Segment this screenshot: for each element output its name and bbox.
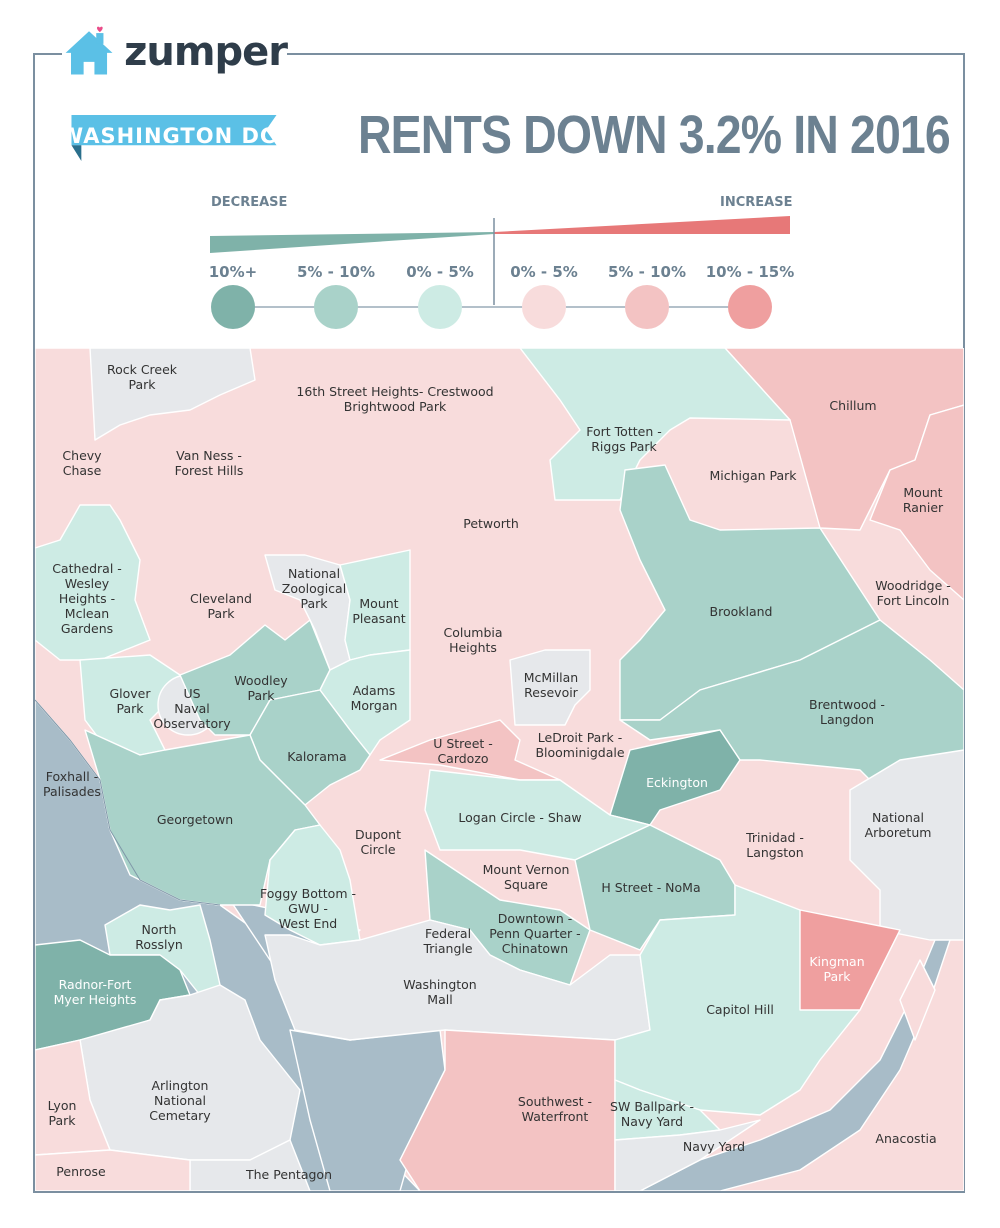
neighborhood-label: 16th Street Heights- Crestwood Brightwoo… (296, 384, 494, 414)
increase-wedge (494, 216, 790, 234)
neighborhood-label: Foxhall - Palisades (43, 769, 101, 799)
neighborhood-label: Petworth (463, 516, 519, 531)
neighborhood-label: Glover Park (109, 686, 151, 716)
neighborhood-label: The Pentagon (246, 1167, 332, 1182)
region-penrose (35, 1149, 191, 1191)
region-arboretum (849, 749, 964, 941)
legend-dot-5 (728, 285, 772, 329)
region-navy-yard (614, 1119, 761, 1191)
decrease-wedge (210, 232, 494, 253)
neighborhood-label: Adams Morgan (350, 683, 398, 713)
neighborhood-label: Radnor-Fort Myer Heights (53, 977, 137, 1007)
neighborhood-label: Federal Triangle (423, 926, 473, 956)
zumper-logo: zumper (62, 22, 288, 82)
region-kingman-park (799, 909, 901, 1011)
region-cathedral (35, 504, 151, 661)
region-u-street (379, 719, 561, 781)
city-banner (71, 115, 277, 161)
legend-increase-label: INCREASE (720, 195, 793, 210)
house-icon (65, 26, 113, 75)
legend-dot-2 (418, 285, 462, 329)
region-mount-ranier (869, 404, 964, 601)
neighborhood-label: Rock Creek Park (106, 362, 178, 392)
legend-range-label-2: 0% - 5% (406, 263, 474, 281)
neighborhood-label: North Rosslyn (135, 922, 183, 952)
neighborhood-label: Foggy Bottom - GWU - West End (260, 886, 356, 931)
region-glover-park (79, 654, 181, 756)
neighborhood-label: Eckington (646, 775, 708, 790)
region-rock-creek-park (89, 348, 256, 441)
neighborhood-label: US Naval Observatory (153, 686, 231, 731)
neighborhood-label: Fort Totten - Riggs Park (586, 424, 662, 454)
legend-range-label-4: 5% - 10% (607, 263, 687, 281)
neighborhood-label: National Arboretum (864, 810, 932, 840)
brand-name: zumper (124, 29, 288, 75)
neighborhood-label: Brookland (709, 604, 773, 619)
headline: RENTS DOWN 3.2% IN 2016 (358, 105, 951, 165)
legend-range-label-5: 10% - 15% (705, 263, 795, 281)
neighborhood-label: Woodridge - Fort Lincoln (875, 578, 951, 608)
neighborhood-label: Mount Pleasant (352, 596, 406, 626)
neighborhood-label: Anacostia (875, 1131, 937, 1146)
neighborhood-label: Brentwood - Langdon (809, 697, 885, 727)
neighborhood-label: Mount Ranier (902, 485, 944, 515)
neighborhood-label: National Zoological Park (281, 566, 347, 611)
neighborhood-label: H Street - NoMa (601, 880, 701, 895)
neighborhood-label: Downtown - Penn Quarter - Chinatown (489, 911, 581, 956)
region-foggy-bottom (264, 824, 361, 946)
legend-dot-4 (625, 285, 669, 329)
region-mcmillan (509, 649, 591, 726)
region-washington-mall (264, 919, 651, 1041)
neighborhood-label: Chevy Chase (62, 448, 102, 478)
region-lyon-park (35, 1039, 111, 1156)
neighborhood-label: Mount Vernon Square (482, 862, 570, 892)
legend-range-label-0: 10%+ (208, 263, 258, 281)
neighborhood-label: McMillan Resevoir (523, 670, 579, 700)
neighborhood-label: Woodley Park (234, 673, 288, 703)
legend-decrease-label: DECREASE (211, 195, 288, 210)
neighborhood-label: Michigan Park (709, 468, 797, 483)
legend-dot-0 (211, 285, 255, 329)
neighborhood-label: Chillum (829, 398, 877, 413)
neighborhood-label: Southwest - Waterfront (517, 1094, 593, 1124)
neighborhood-label: Capitol Hill (706, 1002, 774, 1017)
legend-dot-1 (314, 285, 358, 329)
neighborhood-label: Lyon Park (47, 1098, 77, 1128)
legend-range-label-3: 0% - 5% (510, 263, 578, 281)
neighborhood-label: LeDroit Park - Bloominigdale (535, 730, 625, 760)
neighborhood-label: Columbia Heights (443, 625, 503, 655)
legend-dots (211, 285, 772, 329)
legend-dot-3 (522, 285, 566, 329)
neighborhood-label: Logan Circle - Shaw (458, 810, 582, 825)
neighborhood-label: U Street - Cardozo (433, 736, 493, 766)
neighborhood-label: Georgetown (156, 812, 234, 827)
neighborhood-label: Cathedral - Wesley Heights - Mclean Gard… (52, 561, 122, 636)
neighborhood-label: Kalorama (287, 749, 347, 764)
city-name: WASHINGTON DC (60, 124, 277, 148)
neighborhood-label: Cleveland Park (190, 591, 252, 621)
neighborhood-label: Dupont Circle (355, 827, 401, 857)
neighborhood-label: Arlington National Cemetary (149, 1078, 211, 1123)
neighborhood-label: Penrose (56, 1164, 106, 1179)
neighborhood-label: SW Ballpark - Navy Yard (610, 1099, 694, 1129)
neighborhood-label: Navy Yard (682, 1139, 746, 1154)
legend-range-label-1: 5% - 10% (296, 263, 376, 281)
neighborhood-label: Trinidad - Langston (746, 830, 804, 860)
neighborhood-label: Washington Mall (403, 977, 477, 1007)
neighborhood-label: Van Ness - Forest Hills (174, 448, 244, 478)
legend-graphic (210, 216, 790, 329)
neighborhood-label: Kingman Park (809, 954, 865, 984)
